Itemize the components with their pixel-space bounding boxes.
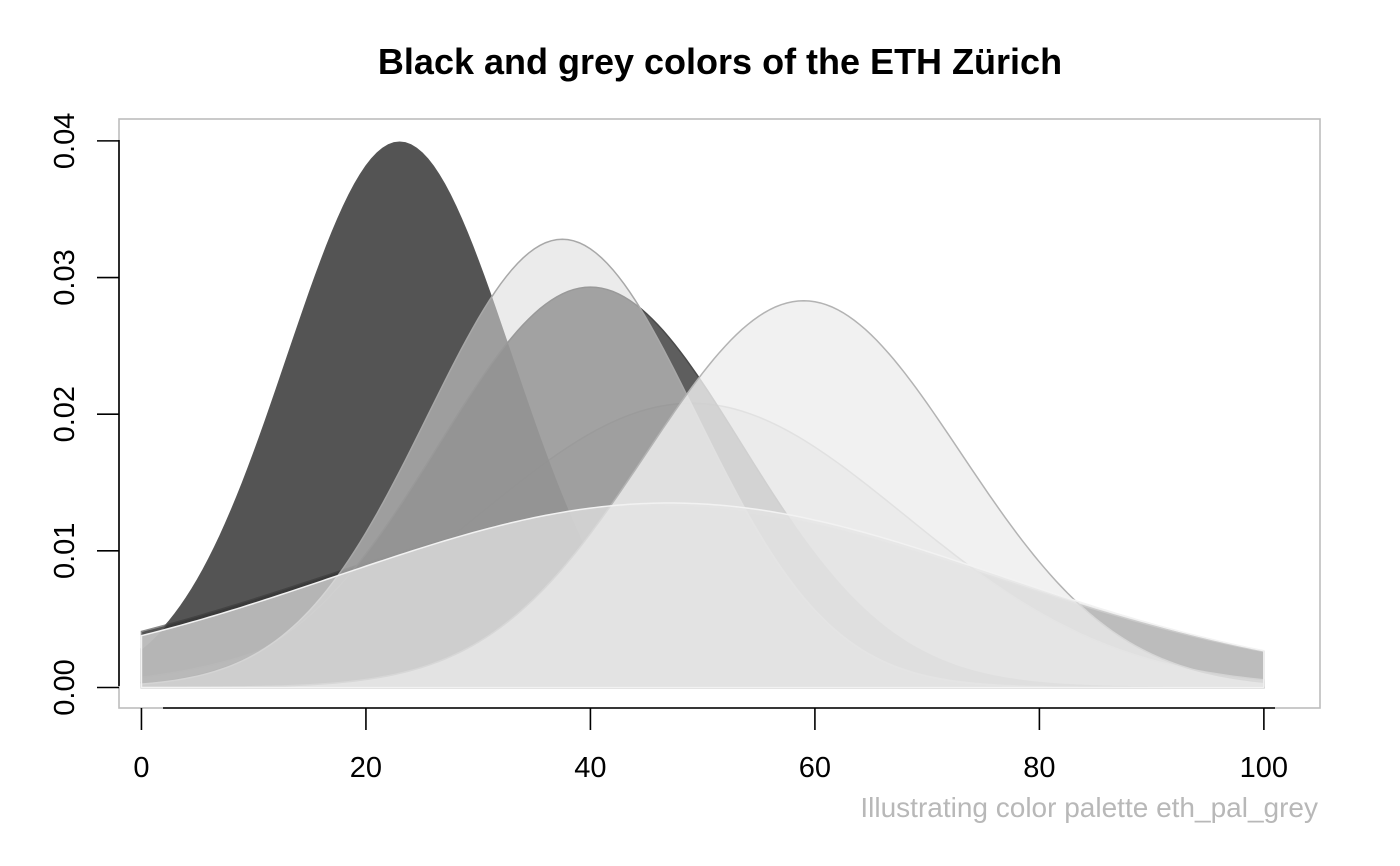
x-tick-label: 100 bbox=[1240, 752, 1288, 784]
y-tick-label: 0.00 bbox=[49, 659, 81, 715]
x-tick-label: 0 bbox=[133, 752, 149, 784]
density-curve-7 bbox=[140, 502, 1265, 689]
y-tick-label: 0.04 bbox=[49, 113, 81, 169]
y-axis-ticks: 0.00 0.01 0.02 0.03 0.04 bbox=[49, 113, 119, 716]
density-series-group bbox=[140, 141, 1265, 689]
chart-title: Black and grey colors of the ETH Zürich bbox=[378, 41, 1062, 82]
chart-caption: Illustrating color palette eth_pal_grey bbox=[860, 792, 1318, 823]
x-axis-ticks: 0 20 40 60 80 100 bbox=[133, 708, 1288, 784]
x-tick-label: 80 bbox=[1023, 752, 1055, 784]
y-tick-label: 0.03 bbox=[49, 249, 81, 305]
x-tick-label: 60 bbox=[799, 752, 831, 784]
y-tick-label: 0.01 bbox=[49, 523, 81, 579]
x-tick-label: 40 bbox=[574, 752, 606, 784]
y-tick-label: 0.02 bbox=[49, 386, 81, 442]
x-tick-label: 20 bbox=[350, 752, 382, 784]
